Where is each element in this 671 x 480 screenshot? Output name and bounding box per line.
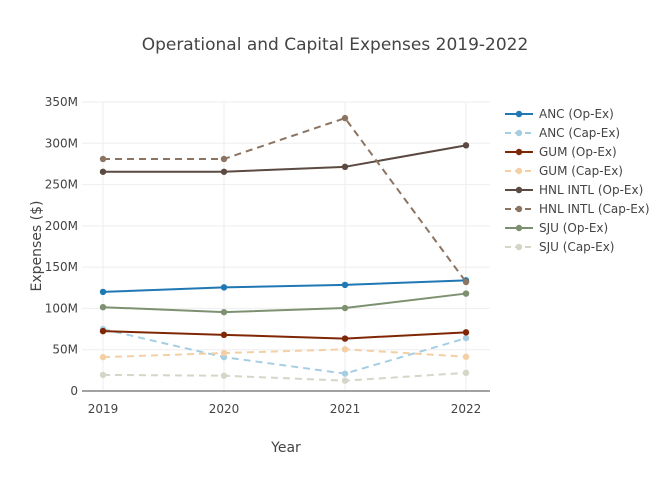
legend-item[interactable]: ANC (Op-Ex) [505, 107, 614, 121]
y-axis-title: Expenses ($) [29, 201, 45, 292]
data-point [220, 308, 228, 316]
y-tick-label: 50M [52, 343, 78, 357]
y-tick-label: 300M [45, 136, 78, 150]
legend-label: HNL INTL (Op-Ex) [539, 183, 643, 197]
legend-label: GUM (Cap-Ex) [539, 164, 623, 178]
series-1 [99, 325, 470, 377]
data-point [220, 349, 228, 357]
series-group [99, 114, 470, 384]
data-point [341, 335, 349, 342]
legend-item[interactable]: GUM (Cap-Ex) [505, 164, 623, 178]
x-tick-label: 2020 [209, 402, 240, 416]
grid [82, 101, 490, 391]
data-point [462, 290, 470, 297]
data-point [220, 331, 228, 339]
legend-item[interactable]: SJU (Cap-Ex) [505, 240, 614, 254]
series-line [102, 328, 467, 375]
data-point [220, 372, 228, 379]
data-point [341, 377, 349, 384]
data-point [99, 168, 107, 175]
data-point [462, 278, 470, 286]
data-point [99, 327, 107, 335]
legend-marker [515, 129, 523, 137]
series-line [102, 279, 467, 293]
series-3 [99, 346, 470, 361]
data-point [462, 142, 470, 149]
series-line [102, 348, 467, 359]
legend-label: GUM (Op-Ex) [539, 145, 617, 159]
legend-item[interactable]: ANC (Cap-Ex) [505, 126, 620, 140]
data-point [341, 346, 349, 353]
data-point [462, 353, 470, 360]
legend-marker [515, 205, 523, 213]
legend-marker [515, 167, 523, 175]
y-tick-label: 250M [45, 178, 78, 192]
x-tick-label: 2022 [451, 402, 482, 416]
data-point [99, 155, 107, 163]
data-point [341, 370, 349, 377]
data-point [462, 369, 470, 377]
legend-marker [515, 243, 523, 251]
series-line [102, 292, 467, 314]
x-tick-label: 2021 [330, 402, 361, 416]
chart-title: Operational and Capital Expenses 2019-20… [142, 35, 529, 55]
series-5 [99, 114, 470, 286]
data-point [462, 334, 470, 342]
y-tick-label: 350M [45, 95, 78, 109]
data-point [341, 163, 349, 171]
legend-item[interactable]: HNL INTL (Cap-Ex) [505, 202, 650, 216]
series-2 [99, 327, 470, 342]
data-point [220, 155, 228, 163]
data-point [99, 288, 107, 296]
legend-label: SJU (Cap-Ex) [539, 240, 614, 254]
legend-item[interactable]: GUM (Op-Ex) [505, 145, 617, 159]
legend-marker [515, 186, 523, 194]
legend-label: ANC (Op-Ex) [539, 107, 614, 121]
series-6 [99, 290, 470, 316]
legend-label: ANC (Cap-Ex) [539, 126, 620, 140]
series-0 [99, 277, 470, 296]
legend-marker [515, 148, 523, 156]
y-tick-label: 0 [70, 384, 78, 398]
data-point [341, 304, 349, 312]
series-line [103, 117, 467, 283]
x-tick-label: 2019 [88, 402, 119, 416]
x-axis-title: Year [270, 440, 301, 456]
series-line [102, 330, 467, 340]
series-line [102, 371, 467, 382]
series-4 [99, 142, 470, 175]
legend-marker [515, 224, 523, 232]
series-7 [99, 369, 470, 384]
data-point [220, 284, 228, 291]
data-point [220, 168, 228, 175]
data-point [99, 353, 107, 361]
legend-item[interactable]: HNL INTL (Op-Ex) [505, 183, 643, 197]
data-point [462, 329, 470, 336]
legend-label: SJU (Op-Ex) [539, 221, 608, 235]
data-point [341, 114, 349, 122]
y-tick-label: 100M [45, 301, 78, 315]
legend-item[interactable]: SJU (Op-Ex) [505, 221, 608, 235]
series-line [103, 144, 467, 173]
legend[interactable]: ANC (Op-Ex) ANC (Cap-Ex) GUM (Op-Ex) GUM (C… [505, 107, 650, 254]
data-point [99, 303, 107, 311]
y-tick-label: 200M [45, 219, 78, 233]
y-tick-label: 150M [45, 260, 78, 274]
data-point [341, 281, 349, 289]
legend-marker [515, 110, 523, 118]
axes: 0 50M 100M 150M 200M 250M 300M 350M 2019 2020 2021… [45, 95, 490, 416]
legend-label: HNL INTL (Cap-Ex) [539, 202, 650, 216]
data-point [99, 371, 107, 379]
